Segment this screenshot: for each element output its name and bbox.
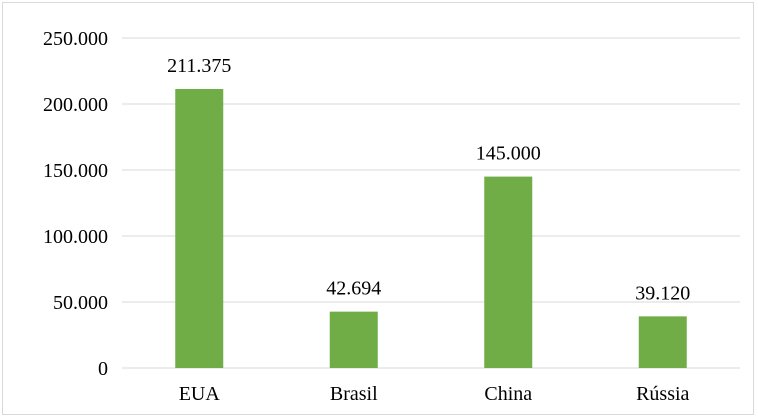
bar-china: [484, 176, 533, 368]
bar-brasil: [329, 311, 378, 368]
x-tick-label: China: [484, 383, 532, 405]
x-tick-label: Brasil: [330, 383, 378, 405]
x-tick-label: Rússia: [636, 383, 689, 405]
y-tick-label: 50.000: [53, 292, 108, 314]
bar-eua: [175, 88, 224, 369]
data-label: 145.000: [476, 143, 541, 165]
data-label: 42.694: [326, 278, 381, 300]
y-tick-label: 100.000: [43, 226, 108, 248]
bars: [175, 88, 687, 369]
y-tick-label: 250.000: [43, 28, 108, 50]
data-label: 211.375: [167, 55, 231, 77]
y-tick-label: 200.000: [43, 94, 108, 116]
data-labels: 211.375 42.694 145.000 39.120: [167, 55, 690, 304]
chart-frame: [2, 2, 754, 415]
bar-rússia: [638, 316, 687, 368]
gridlines: [122, 37, 740, 369]
y-tick-label: 150.000: [43, 160, 108, 182]
x-axis-tick-labels: EUA Brasil China Rússia: [179, 383, 690, 405]
x-tick-label: EUA: [179, 383, 221, 405]
data-label: 39.120: [635, 282, 690, 304]
y-axis-tick-labels: 0 50.000 100.000 150.000 200.000 250.000: [43, 28, 108, 380]
y-tick-label: 0: [98, 358, 108, 380]
